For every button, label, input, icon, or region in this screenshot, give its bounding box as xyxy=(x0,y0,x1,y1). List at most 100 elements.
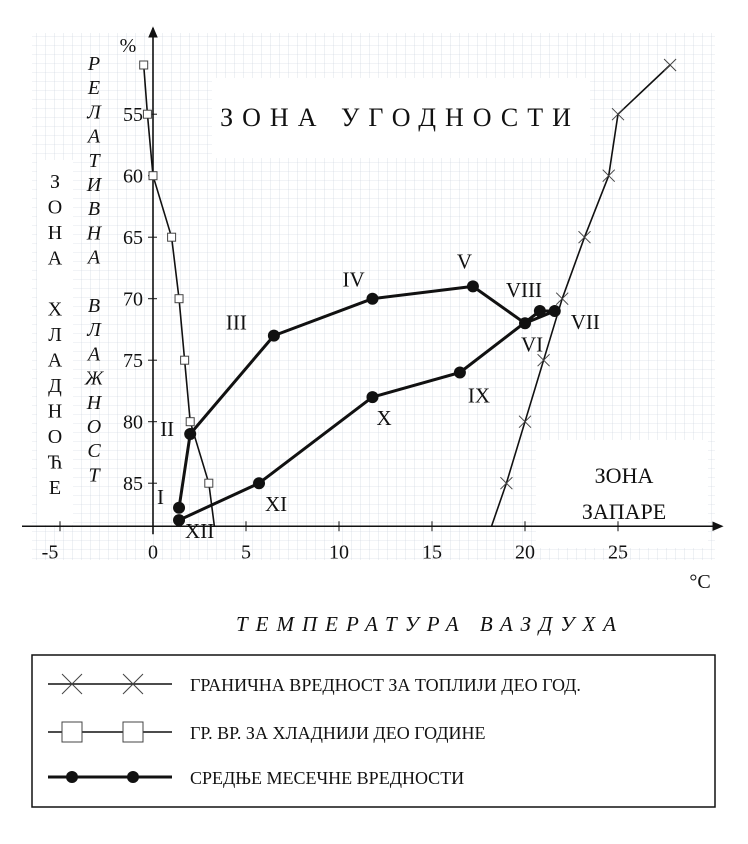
x-marker xyxy=(578,230,591,244)
x-marker xyxy=(555,292,569,306)
legend-entry: ГР. ВР. ЗА ХЛАДНИЈИ ДЕО ГОДИНЕ xyxy=(190,723,486,743)
y-axis-title-letter: С xyxy=(87,440,101,462)
x-tick-label: 15 xyxy=(422,541,442,563)
legend-box xyxy=(31,654,716,808)
y-tick-label: 70 xyxy=(123,289,143,311)
x-tick-label: -5 xyxy=(42,541,59,563)
y-axis-title-letter: А xyxy=(86,247,101,269)
x-tick-label: 25 xyxy=(608,541,628,563)
dot-marker xyxy=(173,501,186,514)
humid-zone-label-1: ЗОНА xyxy=(595,463,654,488)
square-marker xyxy=(142,109,152,119)
month-label: VII xyxy=(571,310,600,334)
series-group xyxy=(139,58,677,527)
cold-zone-letter: З xyxy=(50,171,60,193)
y-tick-label: 85 xyxy=(123,473,143,495)
dot-marker xyxy=(184,428,197,440)
month-label: V xyxy=(457,249,472,273)
y-axis-title-letter: Е xyxy=(87,77,100,99)
month-label: IX xyxy=(468,384,490,408)
y-unit-label: % xyxy=(120,35,137,57)
cold-zone-letter: Е xyxy=(49,477,61,499)
comfort-zone-label: ЗОНА УГОДНОСТИ xyxy=(220,103,580,132)
cold-zone-letter: О xyxy=(48,426,62,448)
square-marker xyxy=(139,60,149,70)
dot-marker xyxy=(466,280,479,293)
humid-zone-label-2: ЗАПАРЕ xyxy=(582,499,666,524)
x-tick-label: 0 xyxy=(148,541,158,563)
month-label: XI xyxy=(265,492,287,516)
x-unit-label: °C xyxy=(689,571,710,593)
legend-entry: СРЕДЊЕ МЕСЕЧНЕ ВРЕДНОСТИ xyxy=(190,768,464,788)
cold-zone-letter: Н xyxy=(48,222,62,244)
y-tick-label: 65 xyxy=(123,227,143,249)
legend-entry: ГРАНИЧНА ВРЕДНОСТ ЗА ТОПЛИЈИ ДЕО ГОД. xyxy=(190,675,581,695)
cold-zone-letter: А xyxy=(48,248,63,270)
y-tick-label: 55 xyxy=(123,104,143,126)
square-marker xyxy=(122,721,144,743)
y-axis-title-letter: А xyxy=(86,126,101,148)
x-marker xyxy=(663,58,677,72)
cold-zone-letter: О xyxy=(48,197,62,219)
month-label: VI xyxy=(521,332,543,356)
y-axis-title-letter: Л xyxy=(86,101,102,123)
zone-labels: ЗОНА УГОДНОСТИЗОНАЗАПАРЕЗОНАХЛАДНОЋЕРЕЛА… xyxy=(37,53,708,548)
dot-marker xyxy=(366,292,379,305)
cold-zone-letter: Л xyxy=(48,324,62,346)
x-marker xyxy=(61,673,83,695)
dot-marker xyxy=(533,305,546,317)
x-axis-title: ТЕМПЕРАТУРА ВАЗДУХА xyxy=(236,612,624,636)
square-marker xyxy=(167,232,177,242)
x-marker xyxy=(611,107,625,121)
series-line-3 xyxy=(177,284,557,522)
y-axis-title-letter: Ж xyxy=(84,368,105,390)
y-axis-title-letter: Л xyxy=(86,319,102,341)
x-marker xyxy=(537,353,550,367)
legend: ГРАНИЧНА ВРЕДНОСТ ЗА ТОПЛИЈИ ДЕО ГОД. ГР.… xyxy=(31,654,716,808)
y-axis-title-letter: Р xyxy=(87,53,100,75)
month-label: IV xyxy=(342,268,364,292)
humid-zone-panel xyxy=(536,440,708,548)
month-label: VIII xyxy=(506,278,542,302)
y-axis-title-letter: А xyxy=(86,343,101,365)
y-axis-title-letter: О xyxy=(87,416,101,438)
dot-marker xyxy=(267,329,280,342)
square-marker xyxy=(180,355,190,365)
cold-zone-letter: Н xyxy=(48,401,62,423)
dot-marker xyxy=(453,366,466,379)
square-marker xyxy=(61,721,83,743)
dot-marker xyxy=(519,317,531,330)
square-marker xyxy=(174,294,184,304)
y-axis-title-letter: Н xyxy=(86,222,103,244)
dot-marker xyxy=(127,771,139,783)
x-marker xyxy=(122,673,144,695)
square-marker xyxy=(148,171,158,181)
dot-marker xyxy=(173,514,186,527)
y-axis-title-letter: Н xyxy=(86,392,103,414)
month-label: X xyxy=(376,406,391,430)
cold-zone-panel xyxy=(37,160,73,525)
y-axis-title-letter: В xyxy=(88,295,100,317)
dot-marker xyxy=(548,305,561,317)
x-tick-label: 20 xyxy=(515,541,535,563)
square-marker xyxy=(204,478,214,488)
month-label: XII xyxy=(185,519,214,543)
dot-marker xyxy=(66,771,78,783)
x-tick-label: 5 xyxy=(241,541,251,563)
square-marker xyxy=(185,417,195,427)
y-tick-label: 75 xyxy=(123,350,143,372)
y-axis-title-letter: В xyxy=(88,198,100,220)
y-axis-title-letter: Т xyxy=(88,150,101,172)
cold-zone-letter: Д xyxy=(48,375,62,397)
y-axis-title-letter: Т xyxy=(88,464,101,486)
axes: -5 0 5 10 15 20 25 55 60 65 70 75 80 85% °C ТЕМПЕРАТУРА… xyxy=(22,26,724,636)
cold-zone-letter: Х xyxy=(48,299,63,321)
x-marker xyxy=(602,169,616,183)
y-tick-label: 60 xyxy=(123,166,143,188)
comfort-zone-panel xyxy=(212,78,590,158)
y-axis-title-letter: И xyxy=(86,174,103,196)
month-label: I xyxy=(157,485,164,509)
